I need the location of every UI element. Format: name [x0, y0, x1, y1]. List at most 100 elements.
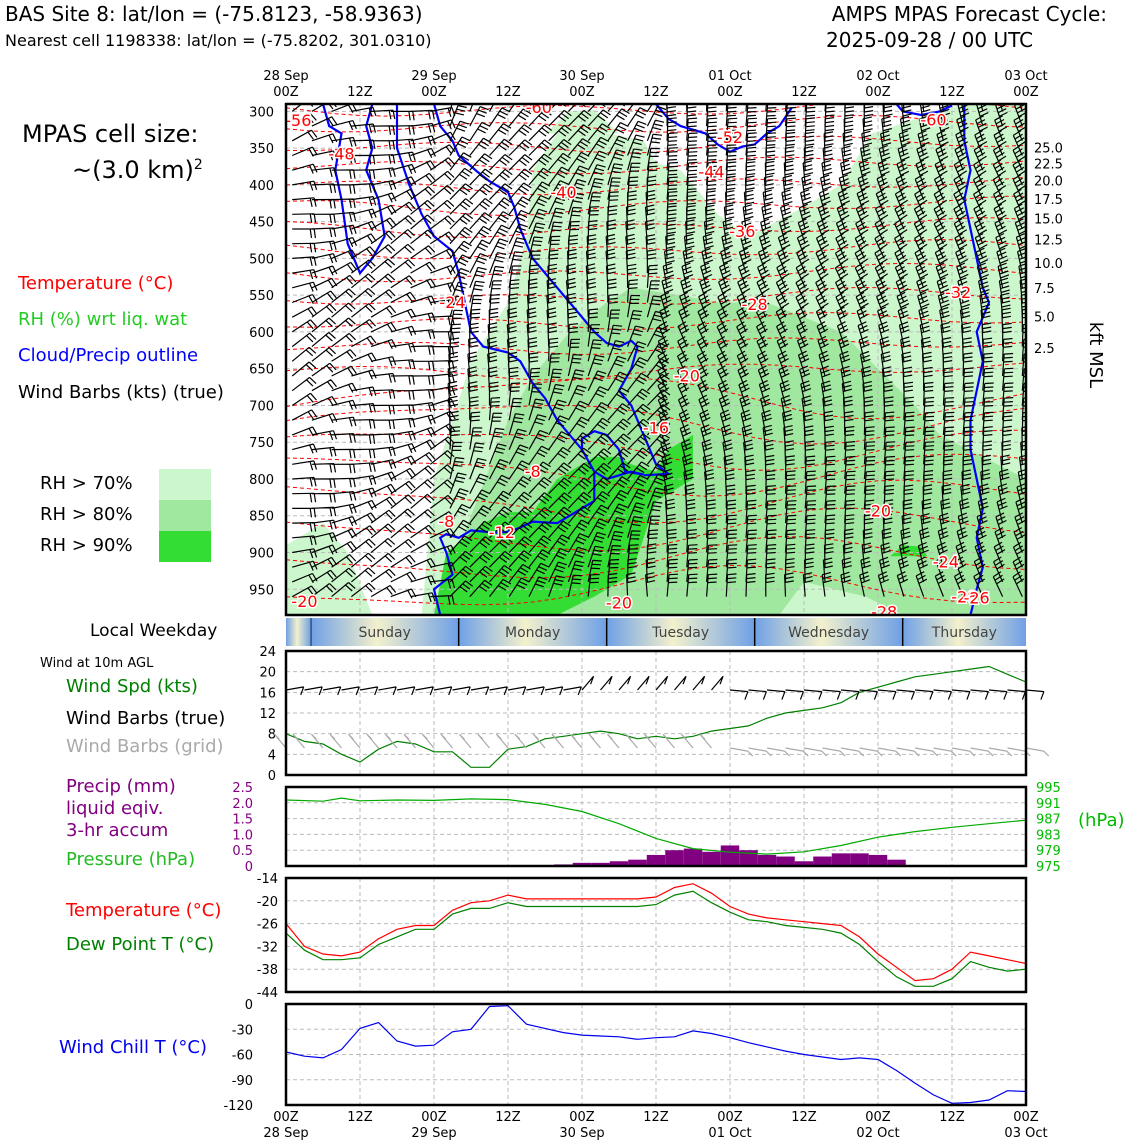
wind-barb	[390, 215, 416, 230]
wind-barb	[331, 503, 357, 514]
wind-barb	[370, 496, 397, 509]
wind-barb	[993, 556, 1005, 583]
wind-barb	[979, 483, 990, 509]
wind-barb	[982, 337, 993, 362]
bottom-hour-label: 00Z	[1013, 1110, 1039, 1125]
wind-barb	[723, 454, 734, 480]
wind-barb	[548, 124, 572, 142]
wind-barb	[761, 409, 772, 436]
wind-barb	[449, 457, 465, 480]
wind-barb	[331, 463, 356, 474]
wind-barb	[883, 455, 896, 480]
precip-panel-background	[286, 787, 1026, 866]
wind-barb	[992, 571, 1005, 597]
wind-barb	[836, 306, 848, 333]
wind-barb	[941, 337, 952, 362]
wind-barb	[934, 571, 947, 597]
wind-barb	[973, 556, 986, 583]
wind-barb	[700, 262, 713, 288]
wind-barb	[487, 351, 498, 377]
wind-barb	[883, 484, 895, 509]
wind-barb	[508, 563, 531, 583]
wind-barb	[860, 145, 872, 171]
wind-barb	[697, 379, 710, 406]
wind-barb	[390, 188, 417, 201]
wind-barb	[835, 232, 849, 259]
wind-barb	[607, 122, 629, 142]
wind-barb	[721, 233, 733, 259]
wind-barb	[311, 227, 337, 238]
top-hour-label: 00Z	[1013, 85, 1039, 100]
wind-barb	[820, 380, 832, 406]
wind-barb	[292, 492, 317, 503]
grid-wind-barb	[914, 747, 939, 757]
temperature-contour-label: -40	[550, 183, 576, 202]
wind-barb	[351, 419, 376, 429]
top-day-label: 30 Sep	[559, 69, 604, 84]
wind-barb	[627, 294, 641, 318]
wind-barb	[706, 161, 718, 185]
wind-barb	[429, 185, 455, 201]
wind-barb	[765, 514, 777, 538]
wind-barb	[449, 183, 473, 201]
wind-barb	[953, 188, 967, 215]
wind-barb	[291, 392, 317, 406]
wind-barb	[883, 426, 895, 450]
wind-barb	[802, 160, 814, 185]
wind-barb	[975, 247, 989, 274]
wind-barb	[390, 390, 415, 400]
wind-barb	[895, 277, 909, 303]
wind-barb	[982, 397, 994, 421]
wind-barb	[546, 278, 557, 303]
wind-barb	[489, 490, 512, 509]
wind-barb	[548, 399, 567, 421]
wind-barb	[706, 176, 717, 200]
wind-barb	[627, 325, 645, 347]
wind-barb	[1002, 411, 1013, 435]
wind-barb	[390, 243, 415, 259]
surface-wind-barb	[415, 686, 434, 696]
wind-barb	[861, 542, 872, 568]
wind-barb	[627, 107, 649, 127]
wind-barb	[469, 551, 493, 568]
wind-barb	[410, 172, 436, 186]
wind-barb	[844, 499, 856, 524]
grid-wind-barb	[310, 733, 324, 749]
wind-barb	[548, 152, 571, 171]
weekday-label: Monday	[505, 625, 560, 641]
wind-barb	[686, 205, 696, 230]
wind-barb	[528, 549, 551, 568]
wind-barb	[390, 291, 417, 304]
wind-barb	[548, 431, 570, 450]
wind-barb	[607, 355, 627, 377]
weekday-cell	[286, 618, 311, 646]
precip-bar	[831, 853, 851, 866]
wind-barb	[778, 365, 790, 391]
temperature-contour	[286, 195, 1026, 217]
wind-barb	[919, 527, 930, 553]
wind-barb	[685, 499, 696, 524]
wind-barb	[410, 186, 436, 201]
wind-barb	[996, 497, 1008, 524]
wind-speed-line	[285, 665, 1027, 768]
wind-barb	[587, 109, 611, 127]
wind-barb	[488, 294, 500, 318]
surface-wind-barb	[748, 689, 767, 700]
wind-10m-label: Wind at 10m AGL	[40, 656, 154, 671]
wind-barb	[567, 432, 591, 450]
wind-barb	[994, 218, 1008, 244]
hpa-label: (hPa)	[1078, 810, 1125, 831]
precip-bar	[794, 861, 814, 866]
wind-barb	[959, 307, 971, 332]
wind-barb	[627, 433, 651, 451]
wind-barb	[370, 273, 396, 289]
wind-barb	[626, 263, 637, 288]
temperature-contour-label: -60	[920, 110, 946, 129]
wind-barb	[488, 397, 501, 421]
wind-barb	[659, 306, 671, 333]
wind-barb	[390, 538, 416, 553]
temperature-contour-label: -8	[525, 462, 541, 481]
surface-wind-barb	[655, 675, 669, 691]
weekday-label: Sunday	[358, 625, 410, 641]
wind-barb	[430, 595, 455, 605]
